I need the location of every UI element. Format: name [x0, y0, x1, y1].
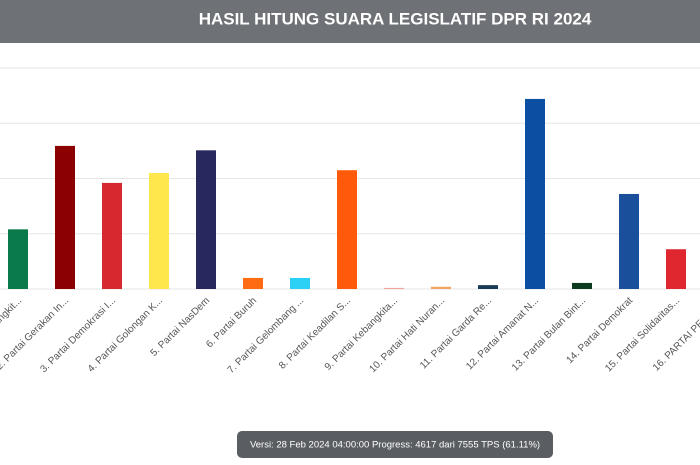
plot: 1. Partai Kebangkit...2. Partai Gerakan … [0, 67, 700, 376]
bar [149, 172, 169, 289]
bar [384, 287, 404, 289]
bar [243, 277, 263, 289]
bar [572, 282, 592, 289]
bar [102, 182, 122, 289]
bar [431, 286, 451, 289]
bar [478, 285, 498, 289]
bar [196, 150, 216, 289]
bar [337, 170, 357, 289]
bar [55, 145, 75, 289]
header-bar [0, 0, 700, 43]
bar [666, 249, 686, 289]
footer-box [237, 431, 553, 458]
bar [8, 229, 28, 289]
chart-title: HASIL HITUNG SUARA LEGISLATIF DPR RI 202… [199, 9, 592, 28]
footer-text: Versi: 28 Feb 2024 04:00:00 Progress: 46… [250, 440, 540, 451]
bar [290, 277, 310, 289]
bar [525, 98, 545, 289]
bar [619, 193, 639, 289]
x-tick-label: 7. Partai Gelombang ... [226, 295, 306, 375]
